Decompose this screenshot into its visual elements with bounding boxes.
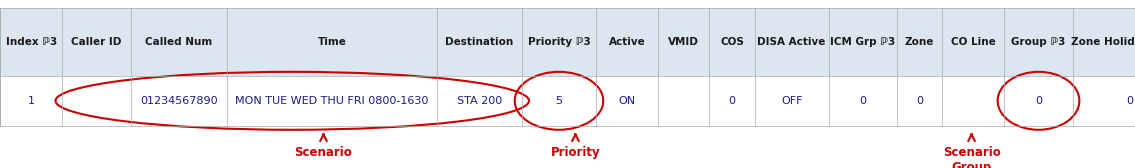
Text: CO Line: CO Line bbox=[951, 37, 995, 47]
Text: Called Num: Called Num bbox=[145, 37, 212, 47]
Text: 1: 1 bbox=[27, 96, 35, 106]
Text: 0: 0 bbox=[729, 96, 735, 106]
Text: Time: Time bbox=[318, 37, 346, 47]
Bar bbox=[0, 76, 1135, 126]
Text: VMID: VMID bbox=[669, 37, 699, 47]
Text: Scenario: Scenario bbox=[295, 146, 352, 159]
Text: 0: 0 bbox=[1126, 96, 1133, 106]
Text: COS: COS bbox=[720, 37, 745, 47]
Text: Group ℙ3: Group ℙ3 bbox=[1011, 37, 1066, 47]
Bar bbox=[0, 8, 1135, 76]
Text: Priority ℙ3: Priority ℙ3 bbox=[528, 37, 590, 47]
Text: OFF: OFF bbox=[781, 96, 802, 106]
Text: Priority: Priority bbox=[550, 146, 600, 159]
Text: MON TUE WED THU FRI 0800-1630: MON TUE WED THU FRI 0800-1630 bbox=[235, 96, 429, 106]
Text: ICM Grp ℙ3: ICM Grp ℙ3 bbox=[830, 37, 896, 47]
Text: Index ℙ3: Index ℙ3 bbox=[6, 37, 57, 47]
Text: 0: 0 bbox=[916, 96, 923, 106]
Text: Destination: Destination bbox=[445, 37, 514, 47]
Text: 0: 0 bbox=[1035, 96, 1042, 106]
Text: 5: 5 bbox=[555, 96, 563, 106]
Text: STA 200: STA 200 bbox=[457, 96, 502, 106]
Text: ON: ON bbox=[619, 96, 636, 106]
Text: Zone: Zone bbox=[905, 37, 934, 47]
Text: Scenario
Group: Scenario Group bbox=[943, 146, 1000, 168]
Text: Zone Holiday (0-32): Zone Holiday (0-32) bbox=[1071, 37, 1135, 47]
Text: Caller ID: Caller ID bbox=[72, 37, 121, 47]
Text: 0: 0 bbox=[859, 96, 866, 106]
Text: Active: Active bbox=[608, 37, 646, 47]
Text: DISA Active: DISA Active bbox=[757, 37, 826, 47]
Text: 01234567890: 01234567890 bbox=[140, 96, 218, 106]
